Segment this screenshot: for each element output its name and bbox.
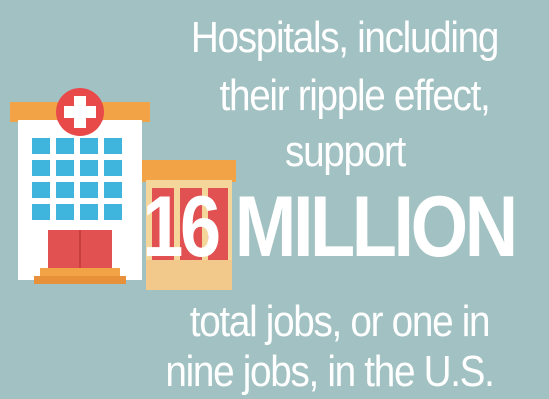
medical-cross-icon bbox=[56, 88, 104, 136]
outro-line-1: total jobs, or one in bbox=[189, 297, 491, 346]
outro-line-2: nine jobs, in the U.S. bbox=[165, 347, 495, 396]
small-building-icon bbox=[140, 160, 236, 290]
intro-line-1: Hospitals, including bbox=[190, 13, 500, 62]
window-grid bbox=[32, 138, 122, 220]
hospital-building-icon bbox=[10, 102, 150, 284]
intro-line-2: their ripple effect, bbox=[219, 71, 491, 120]
headline-stat: 16 MILLION bbox=[142, 179, 518, 275]
intro-line-3: support bbox=[285, 127, 406, 176]
